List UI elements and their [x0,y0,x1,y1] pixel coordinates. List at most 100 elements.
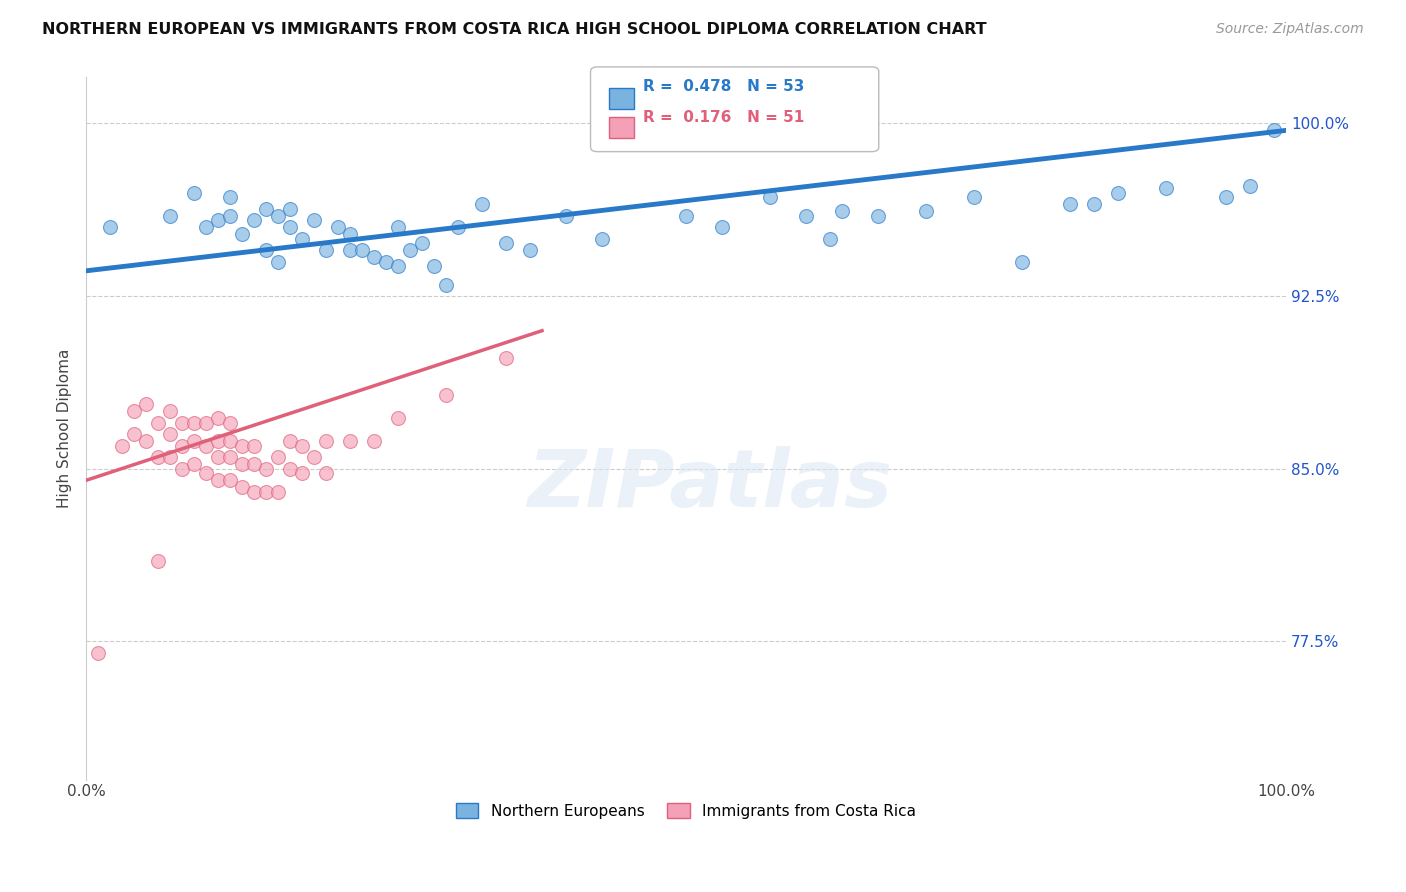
Point [387,220,409,235]
Text: ZIPatlas: ZIPatlas [527,446,893,524]
Point [434,277,457,292]
Point [195,416,218,430]
Point [219,450,242,465]
Point [423,259,446,273]
Point [1107,186,1129,200]
Point [387,411,409,425]
Point [231,480,253,494]
Point [387,259,409,273]
Point [434,388,457,402]
Point [350,243,373,257]
Point [87,646,110,660]
Point [675,209,697,223]
Point [339,434,361,449]
Point [231,439,253,453]
Point [363,250,385,264]
Point [291,467,314,481]
Point [219,209,242,223]
Point [495,236,517,251]
Point [1154,181,1177,195]
Point [243,213,266,227]
Point [146,450,169,465]
Point [759,190,782,204]
Point [159,404,181,418]
Point [183,434,205,449]
Point [278,202,301,216]
Point [183,457,205,471]
Point [447,220,470,235]
Point [267,450,290,465]
Point [159,209,181,223]
Point [159,450,181,465]
Point [219,190,242,204]
Point [267,209,290,223]
Point [98,220,121,235]
Point [302,450,325,465]
Y-axis label: High School Diploma: High School Diploma [58,349,72,508]
Point [135,434,157,449]
Point [111,439,134,453]
Point [183,186,205,200]
Point [471,197,494,211]
Point [159,427,181,442]
Point [207,473,229,487]
Text: NORTHERN EUROPEAN VS IMMIGRANTS FROM COSTA RICA HIGH SCHOOL DIPLOMA CORRELATION : NORTHERN EUROPEAN VS IMMIGRANTS FROM COS… [42,22,987,37]
Text: R =  0.176   N = 51: R = 0.176 N = 51 [643,111,804,125]
Point [831,204,853,219]
Point [1239,178,1261,193]
Point [254,202,277,216]
Point [195,467,218,481]
Text: R =  0.478   N = 53: R = 0.478 N = 53 [643,79,804,94]
Point [243,439,266,453]
Point [339,243,361,257]
Point [519,243,541,257]
Point [243,484,266,499]
Point [146,416,169,430]
Point [207,213,229,227]
Point [1083,197,1105,211]
Point [207,450,229,465]
Point [866,209,889,223]
Point [315,243,337,257]
Point [243,457,266,471]
Point [1011,254,1033,268]
Point [183,416,205,430]
Point [411,236,433,251]
Point [170,462,193,476]
Point [495,351,517,366]
Point [219,434,242,449]
Point [1059,197,1081,211]
Point [291,231,314,245]
Point [254,484,277,499]
Point [1215,190,1237,204]
Point [219,416,242,430]
Point [315,467,337,481]
Point [1263,123,1285,137]
Point [363,434,385,449]
Point [254,462,277,476]
Point [591,231,613,245]
Point [915,204,938,219]
Point [711,220,734,235]
Point [555,209,578,223]
Point [278,434,301,449]
Point [231,227,253,241]
Point [302,213,325,227]
Point [278,220,301,235]
Point [267,484,290,499]
Point [122,427,145,442]
Point [195,220,218,235]
Point [219,473,242,487]
Point [278,462,301,476]
Point [146,554,169,568]
Point [207,434,229,449]
Point [794,209,817,223]
Point [818,231,841,245]
Point [315,434,337,449]
Point [375,254,398,268]
Point [207,411,229,425]
Point [170,416,193,430]
Legend: Northern Europeans, Immigrants from Costa Rica: Northern Europeans, Immigrants from Cost… [450,797,922,824]
Point [267,254,290,268]
Point [291,439,314,453]
